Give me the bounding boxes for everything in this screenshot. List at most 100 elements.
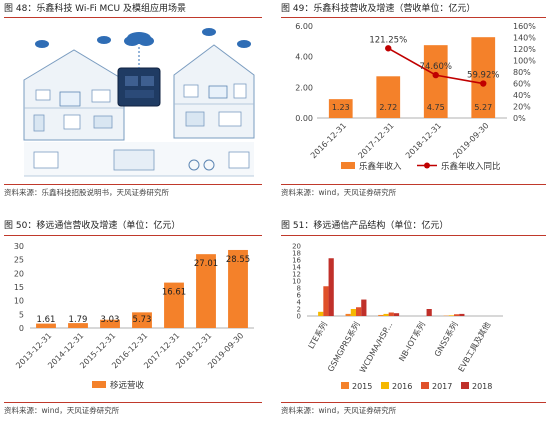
fig51-ytick: 18: [292, 250, 301, 258]
fig51-ytick: 10: [292, 278, 301, 286]
fig51-bar-2017: [388, 312, 394, 316]
fig49-bar-label: 5.27: [474, 103, 492, 112]
fig49-legend-swatch-bar: [341, 162, 355, 169]
fig48-illustration: [23, 28, 255, 177]
fig50-bar: [100, 319, 120, 328]
fig51-xtick: LTE系列: [306, 320, 329, 350]
fig51-xtick: GSMGPRS系列: [325, 320, 362, 373]
fig49-source: 资料来源：wind，天风证券研究所: [281, 188, 397, 197]
fig48-source-rule: [4, 184, 262, 185]
fig49-ytick-right: 80%: [513, 68, 531, 77]
fig51-ytick: 6: [297, 292, 302, 300]
fig49-xtick: 2016-12-31: [309, 121, 348, 160]
fig51-bar-2018: [426, 309, 432, 316]
fig50-ytick: 5: [19, 310, 24, 319]
fig49-growth-point: [385, 45, 392, 52]
fig48-title: 图 48：乐鑫科技 Wi-Fi MCU 及模组应用场景: [4, 4, 187, 14]
fig51-bar-2017: [323, 286, 329, 316]
fig51-bar-2018: [361, 299, 367, 316]
fig48-source: 资料来源：乐鑫科技招股说明书，天风证券研究所: [4, 188, 169, 197]
fig50-bar-label: 27.01: [194, 259, 218, 269]
fig50-chart: 0510152025301.612013-12-311.792014-12-31…: [14, 242, 254, 391]
fig51-xtick: GNSS系列: [432, 320, 460, 358]
fig50-bar: [228, 249, 248, 328]
fig51-bar-2016: [448, 315, 454, 316]
fig51-bar-2015: [378, 314, 384, 316]
house-left-illustration: [23, 49, 125, 141]
fig49-growth-label: 74.60%: [420, 62, 452, 72]
fig49-ytick-right: 0%: [513, 114, 526, 123]
fig49-growth-point: [432, 71, 439, 79]
fig51-legend-label: 2016: [392, 382, 412, 391]
fig50-ytick: 25: [14, 256, 24, 265]
fig49-ytick-right: 160%: [513, 22, 536, 31]
fig51-legend-label: 2015: [352, 382, 372, 391]
fig50-bar-label: 1.79: [69, 315, 88, 325]
fig49-legend-swatch-dot: [424, 162, 430, 169]
fig50-bar: [36, 323, 56, 328]
fig48-title-rule: [4, 17, 262, 18]
fig49-bar: [471, 37, 496, 119]
fig49-xtick: 2017-12-31: [356, 121, 395, 160]
fig49-ytick-right: 20%: [513, 103, 531, 112]
fig51-bar-2018: [328, 258, 334, 316]
fig49-ytick-left: 6.00: [295, 22, 313, 31]
fig49-bar-label: 4.75: [427, 103, 445, 112]
fig50-legend-label: 移远营收: [110, 380, 145, 391]
fig50-ytick: 10: [14, 297, 24, 306]
fig51-legend-swatch: [461, 382, 469, 389]
fig49-bar: [376, 76, 401, 118]
fig49-growth-point: [480, 80, 487, 87]
fig50-bar-label: 5.73: [133, 315, 152, 325]
house-right-illustration: [173, 44, 255, 139]
fig51-xtick: NB-IOT系列: [396, 320, 427, 363]
fig51-ytick: 0: [297, 313, 301, 321]
fig50-title-rule: [4, 235, 262, 236]
fig49-title: 图 49：乐鑫科技营收及增速（营收单位：亿元）: [281, 4, 476, 14]
chip-cloud-illustration: [117, 32, 161, 107]
fig51-xtick: EVB工具及其他: [456, 320, 493, 374]
fig51-ytick: 12: [292, 271, 301, 279]
fig51-legend-label: 2017: [432, 382, 452, 391]
fig49-legend-line-label: 乐鑫年收入同比: [441, 161, 501, 172]
fig50-bar-label: 1.61: [37, 315, 56, 325]
fig51-source: 资料来源：wind，天风证券研究所: [281, 406, 397, 415]
fig50-ytick: 0: [19, 324, 24, 333]
fig51-bar-2016: [350, 309, 356, 316]
fig50-ytick: 20: [14, 269, 24, 278]
fig51-ytick: 4: [297, 299, 302, 307]
fig50-bar: [164, 282, 184, 328]
fig49-bar: [423, 45, 448, 118]
fig51-ytick: 20: [292, 243, 301, 251]
fig51-bar-2017: [454, 314, 460, 316]
fig49-xtick: 2018-12-31: [404, 121, 443, 160]
fig49-growth-label: 121.25%: [369, 35, 407, 45]
fig49-ytick-right: 140%: [513, 34, 536, 43]
fig51-source-rule: [281, 402, 546, 403]
fig51-legend-swatch: [341, 382, 349, 389]
fig50-bar: [196, 254, 216, 328]
fig49-ytick-right: 100%: [513, 57, 536, 66]
fig49-ytick-right: 60%: [513, 80, 531, 89]
fig49-title-rule: [281, 17, 546, 18]
fig50-bar-label: 28.55: [226, 255, 250, 265]
fig50-bar: [132, 312, 152, 328]
fig50-ytick: 30: [14, 242, 24, 251]
fig51-ytick: 14: [292, 264, 301, 272]
fig49-bar: [328, 99, 353, 118]
fig49-ytick-left: 2.00: [295, 83, 313, 92]
fig49-ytick-right: 120%: [513, 45, 536, 54]
fig51-legend-swatch: [421, 382, 429, 389]
fig50-source-rule: [4, 402, 262, 403]
fig51-bar-2016: [318, 311, 324, 316]
fig51-ytick: 16: [292, 257, 301, 265]
fig49-source-rule: [281, 184, 546, 185]
fig49-ytick-right: 40%: [513, 91, 531, 100]
fig51-bar-2018: [393, 313, 400, 316]
fig51-ytick: 2: [297, 306, 301, 314]
fig49-xtick: 2019-09-30: [451, 121, 490, 160]
fig51-legend-label: 2018: [472, 382, 492, 391]
fig50-bar-label: 16.61: [162, 288, 186, 298]
fig51-bar-2016: [383, 313, 389, 316]
fig49-chart: 0.00 2.00 4.00 6.00 0% 20% 40% 60% 80% 100% 120% 14…: [295, 22, 536, 172]
